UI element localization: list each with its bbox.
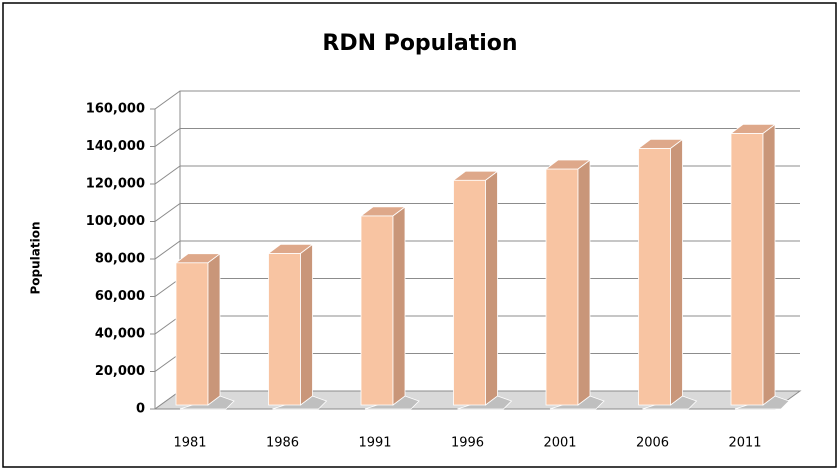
x-tick-label: 1996 (451, 436, 484, 451)
bar-side (485, 170, 498, 406)
bar-top (267, 243, 314, 254)
bar-side (392, 206, 406, 406)
bar (544, 159, 605, 410)
bar-side (300, 243, 313, 406)
bar-front (545, 168, 579, 406)
y-tick-label: 60,000 (95, 289, 145, 304)
bar-front (175, 262, 209, 406)
y-tick-label: 100,000 (86, 214, 145, 229)
y-tick-label: 160,000 (86, 102, 145, 117)
bar (267, 243, 328, 410)
bar (174, 252, 235, 410)
bar-side (762, 123, 776, 406)
x-tick-label: 2011 (728, 436, 761, 451)
y-tick-label: 140,000 (86, 139, 145, 154)
y-tick-label: 120,000 (86, 177, 145, 192)
bar-side (207, 252, 221, 406)
grid-line (150, 165, 800, 185)
bar-front (268, 252, 301, 406)
grid-line (150, 128, 800, 147)
y-tick-label: 0 (136, 402, 145, 417)
bar (359, 206, 420, 410)
bar-front (360, 215, 394, 406)
bar-top (174, 253, 222, 264)
y-tick-label: 80,000 (95, 252, 145, 267)
bar (452, 170, 513, 410)
x-tick-label: 1986 (266, 436, 299, 451)
bar-front (730, 132, 764, 406)
x-tick-label: 1981 (173, 436, 206, 451)
bar-side (670, 138, 683, 406)
x-tick-label: 1991 (358, 436, 391, 451)
bar-top (359, 206, 407, 217)
bar (729, 123, 790, 410)
bar (637, 138, 698, 410)
bar-top (452, 170, 499, 181)
y-tick-label: 40,000 (95, 327, 145, 342)
bar-side (577, 159, 591, 406)
grid-line (150, 90, 800, 110)
bar-front (453, 179, 486, 406)
bar-front (638, 147, 671, 406)
x-tick-label: 2001 (543, 436, 576, 451)
bar-top (637, 138, 684, 149)
bar-top (544, 159, 592, 170)
x-tick-label: 2006 (636, 436, 669, 451)
y-axis-title: Population (29, 221, 43, 294)
y-tick-label: 20,000 (95, 364, 145, 379)
bar-top (729, 123, 777, 134)
chart-title: RDN Population (322, 31, 517, 56)
